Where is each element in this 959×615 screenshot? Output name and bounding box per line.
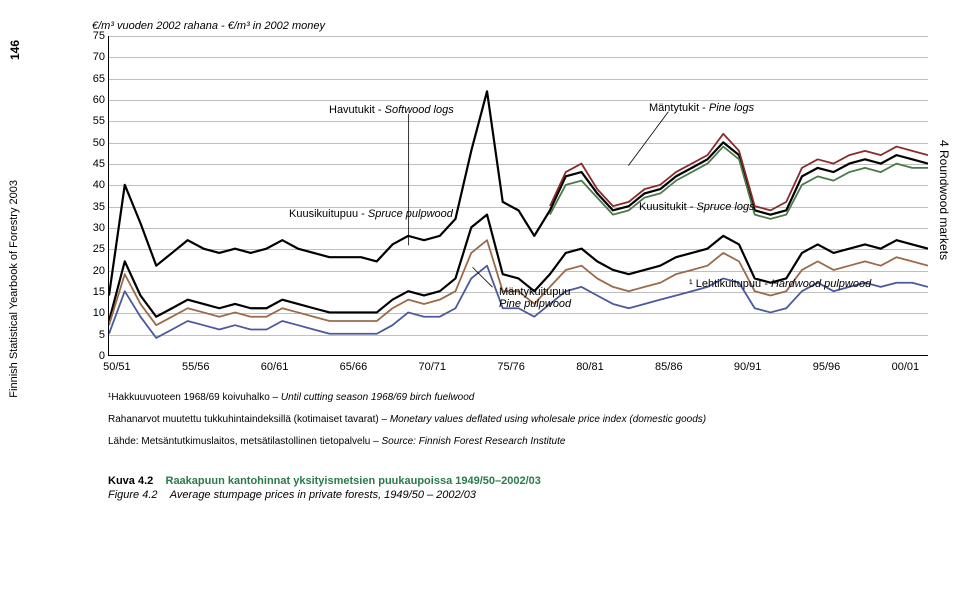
- y-tick: 55: [79, 115, 105, 127]
- figure-label-fi: Kuva 4.2: [108, 475, 153, 487]
- footnote-1: ¹Hakkuuvuoteen 1968/69 koivuhalko – Unti…: [108, 390, 868, 406]
- y-tick: 10: [79, 307, 105, 319]
- y-tick: 75: [79, 30, 105, 42]
- hardwood-pulpwood-label: ¹ Lehtikuitupuu - Hardwood pulpwood: [689, 278, 871, 290]
- footnote-1-fi: ¹Hakkuuvuoteen 1968/69 koivuhalko –: [108, 392, 281, 403]
- footnote-3-en: Source: Finnish Forest Research Institut…: [381, 436, 565, 447]
- y-tick: 40: [79, 179, 105, 191]
- series-softwood-logs: [109, 91, 928, 295]
- softwood-logs-label-en: Softwood logs: [385, 104, 454, 116]
- figure-caption: Kuva 4.2 Raakapuun kantohinnat yksityism…: [108, 475, 541, 503]
- footnote-2-en: Monetary values deflated using wholesale…: [390, 414, 706, 425]
- footnote-2: Rahanarvot muutettu tukkuhintaindeksillä…: [108, 412, 868, 428]
- y-tick: 45: [79, 158, 105, 170]
- spruce-logs-label: Kuusitukit - Spruce logs: [639, 201, 755, 213]
- y-axis-title: €/m³ vuoden 2002 rahana - €/m³ in 2002 m…: [92, 20, 910, 32]
- footnote-1-en: Until cutting season 1968/69 birch fuelw…: [281, 392, 474, 403]
- pine-pulpwood-label-fi: Mäntykuitupuu: [499, 286, 571, 298]
- y-tick: 35: [79, 201, 105, 213]
- hardwood-pulpwood-label-fi: ¹ Lehtikuitupuu -: [689, 278, 771, 290]
- footnotes: ¹Hakkuuvuoteen 1968/69 koivuhalko – Unti…: [108, 390, 868, 456]
- footnote-3: Lähde: Metsäntutkimuslaitos, metsätilast…: [108, 434, 868, 450]
- x-tick: 85/86: [655, 361, 683, 373]
- pine-logs-label-en: Pine logs: [709, 102, 754, 114]
- softwood-logs-label-fi: Havutukit -: [329, 104, 385, 116]
- chart: €/m³ vuoden 2002 rahana - €/m³ in 2002 m…: [80, 20, 910, 356]
- figure-caption-fi: Kuva 4.2 Raakapuun kantohinnat yksityism…: [108, 475, 541, 487]
- figure-caption-en: Figure 4.2 Average stumpage prices in pr…: [108, 489, 541, 501]
- y-tick: 0: [79, 350, 105, 362]
- y-tick: 25: [79, 243, 105, 255]
- x-tick: 70/71: [419, 361, 447, 373]
- pine-logs-label: Mäntytukit - Pine logs: [649, 102, 754, 114]
- y-tick: 5: [79, 329, 105, 341]
- spruce-logs-label-en: Spruce logs: [696, 201, 754, 213]
- y-tick: 30: [79, 222, 105, 234]
- x-tick: 75/76: [497, 361, 525, 373]
- spruce-pulpwood-label-en: Spruce pulpwood: [368, 208, 453, 220]
- figure-title-en: Average stumpage prices in private fores…: [170, 489, 476, 501]
- figure-title-fi: Raakapuun kantohinnat yksityismetsien pu…: [166, 475, 541, 487]
- figure-label-en: Figure 4.2: [108, 489, 158, 501]
- chapter-title: 4 Roundwood markets: [937, 140, 951, 260]
- x-tick: 60/61: [261, 361, 289, 373]
- x-tick: 80/81: [576, 361, 604, 373]
- x-tick: 95/96: [813, 361, 841, 373]
- hardwood-pulpwood-label-en: Hardwood pulpwood: [771, 278, 871, 290]
- x-tick: 00/01: [892, 361, 920, 373]
- softwood-logs-label: Havutukit - Softwood logs: [329, 104, 454, 116]
- x-tick: 90/91: [734, 361, 762, 373]
- footnote-2-fi: Rahanarvot muutettu tukkuhintaindeksillä…: [108, 414, 390, 425]
- page-number: 146: [8, 40, 22, 60]
- publication-title: Finnish Statistical Yearbook of Forestry…: [8, 180, 20, 398]
- pine-pulpwood-label: MäntykuitupuuPine pulpwood: [499, 286, 571, 310]
- x-tick: 55/56: [182, 361, 210, 373]
- x-tick: 50/51: [103, 361, 131, 373]
- plot-area: 05101520253035404550556065707550/5155/56…: [108, 36, 928, 356]
- series-pine-logs: [550, 134, 928, 211]
- spruce-pulpwood-label-fi: Kuusikuitupuu -: [289, 208, 368, 220]
- footnote-3-fi: Lähde: Metsäntutkimuslaitos, metsätilast…: [108, 436, 381, 447]
- pine-logs-label-leader: [628, 112, 668, 166]
- spruce-pulpwood-label: Kuusikuitupuu - Spruce pulpwood: [289, 208, 453, 220]
- pine-logs-label-fi: Mäntytukit -: [649, 102, 709, 114]
- y-tick: 20: [79, 265, 105, 277]
- y-tick: 65: [79, 73, 105, 85]
- x-tick: 65/66: [340, 361, 368, 373]
- pine-pulpwood-label-en: Pine pulpwood: [499, 298, 571, 310]
- spruce-logs-label-fi: Kuusitukit -: [639, 201, 696, 213]
- y-tick: 15: [79, 286, 105, 298]
- y-tick: 50: [79, 137, 105, 149]
- y-tick: 60: [79, 94, 105, 106]
- y-tick: 70: [79, 51, 105, 63]
